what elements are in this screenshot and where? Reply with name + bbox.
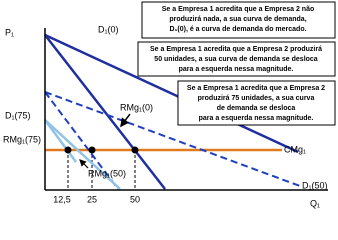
note-line: Se a Empresa 1 acredita que a Empresa 2 … <box>150 46 322 53</box>
rmg75-line <box>43 119 78 163</box>
curve-label: D₁(50) <box>302 180 328 190</box>
rmg0-line <box>44 34 166 190</box>
arrow <box>120 113 131 128</box>
x-axis-label: Q₁ <box>310 198 320 208</box>
note-line: produzirá nada, a sua curva de demanda, <box>169 16 306 23</box>
note-box: Se a Empresa 1 acredita que a Empresa 2 … <box>141 1 336 39</box>
note-box: Se a Empresa 1 acredita que a Empresa 2 … <box>177 80 336 126</box>
x-tick-label: 12,5 <box>53 194 71 204</box>
note-line: para a esquerda nessa magnitude. <box>199 115 314 122</box>
d0-line <box>44 33 299 154</box>
note-line: Se a Empresa 1 acredita que a Empresa 2 <box>187 85 325 92</box>
x-tick-label: 50 <box>130 194 140 204</box>
curve-label: RMg₁(0) <box>120 102 153 112</box>
note-line: de demanda se desloca <box>217 105 296 112</box>
curve-label: D₁(0) <box>98 24 119 34</box>
note-frame <box>137 41 336 77</box>
curve-label: RMg₁(75) <box>3 134 41 144</box>
note-box: Se a Empresa 1 acredita que a Empresa 2 … <box>137 41 336 77</box>
curve-label: D₁(75) <box>5 110 31 120</box>
y-axis-label: P₁ <box>5 27 14 37</box>
x-tick-label: 25 <box>87 194 97 204</box>
note-line: 50 unidades, a sua curva de demanda se d… <box>154 56 318 63</box>
rmg50-line <box>44 91 119 190</box>
note-frame <box>177 80 336 126</box>
d75-line <box>44 119 121 190</box>
curve-label: CMg₁ <box>284 144 306 154</box>
equilibrium-point <box>64 146 72 154</box>
note-line: para a esquerda nessa magnitude. <box>179 66 294 73</box>
diagram: P₁ Q₁ 12,5 25 50 D₁(0) RMg₁(0) D₁(75) RM… <box>3 1 336 208</box>
note-line: Se a Empresa 1 acredita que a Empresa 2 … <box>162 6 315 13</box>
equilibrium-point <box>88 146 96 154</box>
note-frame <box>141 1 336 39</box>
note-line: D₁(0), é a curva de demanda do mercado. <box>169 26 306 33</box>
note-line: produzirá 75 unidades, a sua curva <box>198 95 315 102</box>
equilibrium-point <box>131 146 139 154</box>
arrow <box>79 159 89 169</box>
curve-label: RMg₁(50) <box>88 168 126 178</box>
d50-line <box>44 91 301 187</box>
